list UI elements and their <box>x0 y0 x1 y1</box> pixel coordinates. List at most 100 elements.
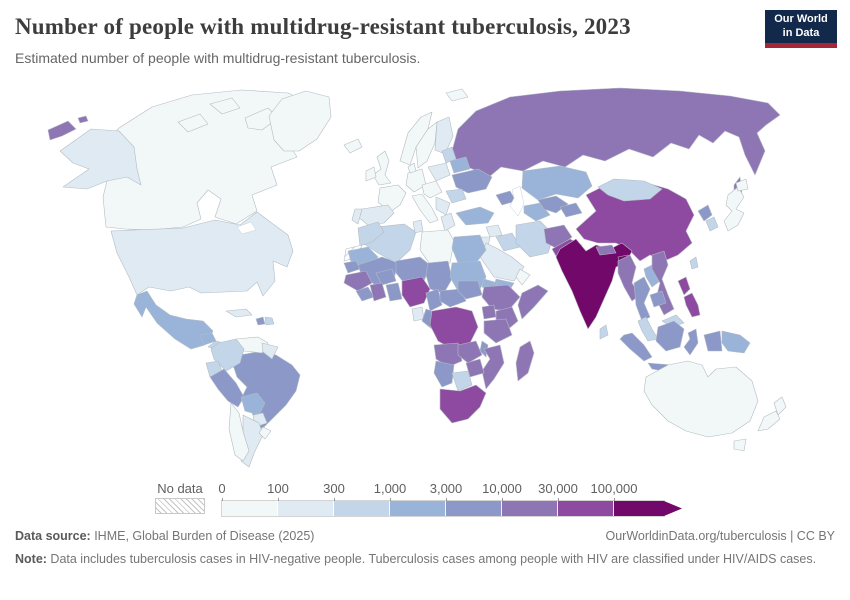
country-cameroon[interactable] <box>425 288 443 312</box>
country-oman[interactable] <box>515 268 531 286</box>
country-uruguay[interactable] <box>258 426 272 440</box>
country-svalbard[interactable] <box>445 88 469 102</box>
country-brazil[interactable] <box>232 350 301 430</box>
country-mozambique[interactable] <box>481 344 505 390</box>
country-botswana[interactable] <box>451 370 473 392</box>
country-germany[interactable] <box>405 168 427 193</box>
country-north-korea[interactable] <box>697 204 713 222</box>
owid-logo[interactable]: Our World in Data <box>765 10 837 48</box>
country-denmark[interactable] <box>407 162 417 174</box>
country-tunisia[interactable] <box>412 219 424 234</box>
country-new-zealand-north[interactable] <box>773 396 787 416</box>
country-angola[interactable] <box>433 342 463 368</box>
legend-bin-1[interactable] <box>222 501 278 516</box>
country-madagascar[interactable] <box>515 340 535 382</box>
country-australia-tasmania[interactable] <box>733 438 747 452</box>
country-gabon[interactable] <box>411 306 425 322</box>
country-finland[interactable] <box>434 116 454 155</box>
country-norway[interactable] <box>399 111 433 166</box>
country-kyrgyzstan-tajikistan[interactable] <box>559 202 583 218</box>
country-bolivia[interactable] <box>240 392 266 416</box>
country-ukraine[interactable] <box>451 168 493 194</box>
country-russia-chukotka[interactable] <box>47 120 77 141</box>
country-greenland[interactable] <box>268 90 332 152</box>
country-somalia[interactable] <box>517 284 549 320</box>
country-alaska[interactable] <box>59 128 142 190</box>
legend-bin-4[interactable] <box>390 501 446 516</box>
country-sweden[interactable] <box>415 121 438 169</box>
country-mexico[interactable] <box>133 290 214 350</box>
country-central-europe[interactable] <box>421 180 443 199</box>
country-cambodia[interactable] <box>649 290 667 308</box>
country-italy[interactable] <box>411 193 439 224</box>
country-greece[interactable] <box>440 212 456 232</box>
country-poland[interactable] <box>427 162 451 182</box>
legend-no-data-swatch[interactable] <box>155 498 205 514</box>
country-namibia[interactable] <box>433 360 455 388</box>
country-russia-wrangel[interactable] <box>77 115 89 124</box>
country-indonesia-papua[interactable] <box>703 330 723 352</box>
country-japan-hokkaido[interactable] <box>735 178 749 192</box>
country-dominican-republic[interactable] <box>264 316 275 326</box>
legend-no-data[interactable]: No data <box>155 481 205 514</box>
country-usa[interactable] <box>110 211 294 297</box>
country-zambia[interactable] <box>457 340 483 364</box>
country-japan-honshu[interactable] <box>723 186 745 232</box>
country-cuba[interactable] <box>225 308 253 318</box>
country-spain[interactable] <box>357 204 395 226</box>
country-mongolia[interactable] <box>597 178 663 202</box>
country-philippines-mindanao[interactable] <box>683 292 701 318</box>
country-malaysia-peninsula[interactable] <box>637 316 659 342</box>
country-syria[interactable] <box>485 224 503 238</box>
country-canada-victoria[interactable] <box>177 113 209 133</box>
country-tanzania[interactable] <box>483 318 513 344</box>
country-peru[interactable] <box>209 368 245 408</box>
legend-bin-8[interactable] <box>614 501 664 516</box>
country-morocco[interactable] <box>357 221 385 247</box>
country-romania[interactable] <box>445 188 467 204</box>
country-australia[interactable] <box>643 360 759 438</box>
license-link[interactable]: OurWorldinData.org/tuberculosis | CC BY <box>605 529 836 543</box>
country-cote-divoire[interactable] <box>369 282 387 302</box>
country-russia[interactable] <box>451 87 781 178</box>
country-taiwan[interactable] <box>689 256 699 270</box>
country-new-zealand-south[interactable] <box>757 410 781 432</box>
country-philippines-luzon[interactable] <box>677 276 691 296</box>
country-indonesia-sumatra[interactable] <box>619 332 653 362</box>
country-ireland[interactable] <box>365 166 377 182</box>
country-kazakhstan[interactable] <box>521 165 593 201</box>
country-colombia[interactable] <box>210 338 245 372</box>
country-indonesia-kalimantan[interactable] <box>655 320 685 352</box>
country-uk[interactable] <box>372 150 392 186</box>
country-nepal[interactable] <box>595 244 617 256</box>
legend-arrow-end[interactable] <box>664 501 682 516</box>
legend-bin-7[interactable] <box>558 501 614 516</box>
country-laos[interactable] <box>643 264 661 288</box>
country-india[interactable] <box>555 238 633 330</box>
country-chile[interactable] <box>228 402 250 462</box>
country-canada-baffin[interactable] <box>244 107 279 131</box>
legend-bin-3[interactable] <box>334 501 390 516</box>
country-thailand[interactable] <box>633 276 651 322</box>
country-portugal[interactable] <box>351 208 363 225</box>
country-baltics[interactable] <box>441 146 457 164</box>
country-south-sudan[interactable] <box>457 280 483 300</box>
country-sri-lanka[interactable] <box>599 324 609 340</box>
legend-bin-2[interactable] <box>278 501 334 516</box>
country-chad[interactable] <box>425 260 453 294</box>
country-balkans[interactable] <box>435 196 451 216</box>
country-burkina-faso[interactable] <box>375 268 397 286</box>
country-turkey[interactable] <box>455 206 495 226</box>
country-nigeria[interactable] <box>401 276 431 308</box>
legend-bin-6[interactable] <box>502 501 558 516</box>
country-south-korea[interactable] <box>705 216 719 232</box>
country-guyana-suriname[interactable] <box>261 342 279 360</box>
country-senegal[interactable] <box>343 260 361 274</box>
legend-bin-5[interactable] <box>446 501 502 516</box>
country-libya[interactable] <box>419 229 455 268</box>
country-guinea-region[interactable] <box>343 270 373 292</box>
country-papua-new-guinea[interactable] <box>721 330 751 354</box>
country-canada-arctic[interactable] <box>209 97 241 115</box>
country-iceland[interactable] <box>343 138 363 154</box>
country-uganda[interactable] <box>481 304 497 320</box>
